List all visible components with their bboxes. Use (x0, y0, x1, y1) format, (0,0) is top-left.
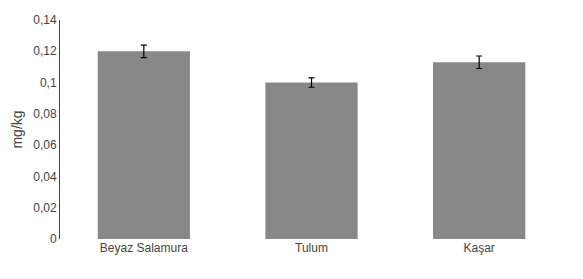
svg-text:0,08: 0,08 (33, 107, 57, 121)
svg-text:0,06: 0,06 (33, 138, 57, 152)
svg-text:0,14: 0,14 (33, 13, 57, 27)
svg-text:Kaşar: Kaşar (463, 241, 494, 255)
svg-text:0,04: 0,04 (33, 170, 57, 184)
svg-text:Tulum: Tulum (295, 241, 328, 255)
svg-text:0,02: 0,02 (33, 201, 57, 215)
svg-text:0,1: 0,1 (40, 76, 57, 90)
svg-text:0: 0 (50, 232, 57, 246)
svg-text:mg/kg: mg/kg (9, 110, 25, 148)
svg-text:0,12: 0,12 (33, 44, 57, 58)
svg-text:Beyaz Salamura: Beyaz Salamura (100, 241, 188, 255)
